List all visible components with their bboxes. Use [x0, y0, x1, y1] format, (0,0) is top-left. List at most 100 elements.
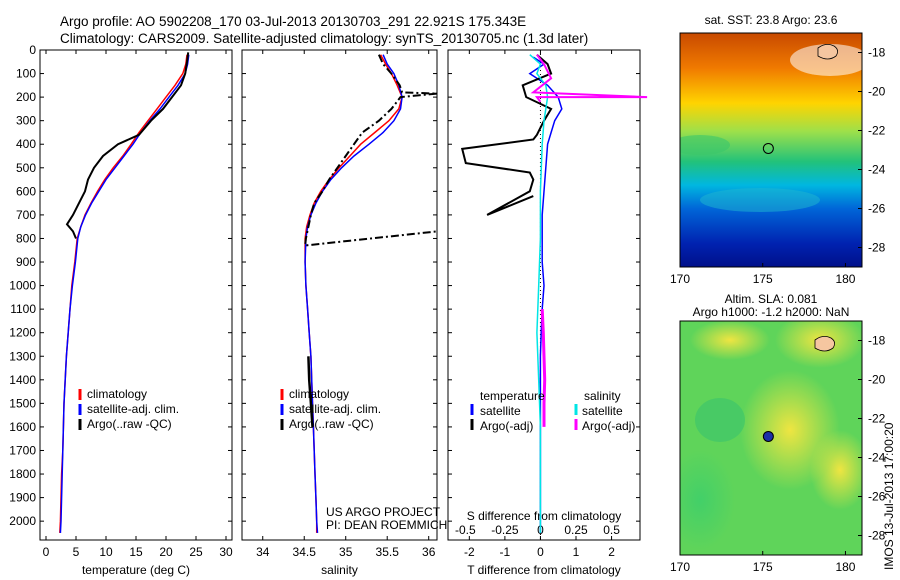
y-tick-label: 1300: [9, 349, 36, 363]
map-y-tick-label: -22: [868, 124, 886, 138]
x-tick-label: 34.5: [293, 545, 317, 559]
map-y-tick-label: -18: [868, 334, 886, 348]
y-tick-label: 2000: [9, 514, 36, 528]
imos-timestamp: IMOS 13-Jul-2013 17:00:20: [882, 422, 896, 570]
map-y-tick-label: -18: [868, 46, 886, 60]
y-tick-label: 200: [16, 90, 36, 104]
project-annotation: US ARGO PROJECT: [326, 505, 441, 519]
legend-entry: Argo(..raw -QC): [289, 417, 374, 431]
sla-map-title: Altim. SLA: 0.081: [725, 292, 818, 306]
x-axis-label: salinity: [321, 563, 358, 577]
sst-map-ticks: 170 175 180 -18 -20 -22 -24 -26 -28: [670, 46, 886, 287]
sla-dark-green-patch: [695, 398, 745, 442]
series-climatology: [304, 54, 403, 533]
x-tick-label: 34: [256, 545, 270, 559]
sla-yellow-patch-4: [810, 430, 862, 510]
x-tick-label: -2: [464, 545, 475, 559]
y-tick-label: 1800: [9, 467, 36, 481]
sst-map-title: sat. SST: 23.8 Argo: 23.6: [705, 13, 838, 27]
legend-entry: Argo(-adj): [480, 419, 533, 433]
x-tick-label: 36: [422, 545, 436, 559]
sst-argo-marker: [762, 142, 774, 154]
sst-island: [817, 44, 838, 60]
temperature-panel: 0100200300400500600700800900100011001200…: [9, 43, 233, 577]
legend-title-temperature: temperature: [480, 389, 545, 403]
sst-map-frame: [679, 32, 863, 268]
series-satellite-adj-clim-: [304, 54, 403, 533]
x-axis-label: T difference from climatology: [467, 563, 621, 577]
series-argo-raw-qc-: [303, 54, 438, 247]
x-tick-label: 25: [189, 545, 203, 559]
y-tick-label: 1000: [9, 279, 36, 293]
sla-map-subtitle: Argo h1000: -1.2 h2000: NaN: [693, 305, 850, 319]
plot-frame: [447, 49, 641, 541]
legend-entry: satellite-adj. clim.: [87, 402, 179, 416]
y-tick-label: 700: [16, 208, 36, 222]
sst-map-panel: sat. SST: 23.8 Argo: 23.6 170 175 180 -18 -2…: [670, 13, 886, 286]
x-tick-label: 5: [73, 545, 80, 559]
argo-position-circle: [762, 142, 774, 154]
x2-tick-label: 0.5: [603, 523, 620, 537]
x-tick-label: 30: [219, 545, 233, 559]
legend-entry: satellite-adj. clim.: [289, 402, 381, 416]
y-tick-label: 500: [16, 161, 36, 175]
legend-entry: satellite: [480, 404, 521, 418]
y-tick-label: 1500: [9, 396, 36, 410]
sst-green-patch: [680, 135, 730, 155]
sla-green-patch: [680, 450, 735, 550]
map-y-tick-label: -22: [868, 412, 886, 426]
sla-argo-marker: [762, 430, 774, 442]
series-sal-argo-deep: [540, 309, 547, 427]
project-annotation: PI: DEAN ROEMMICH: [326, 518, 447, 532]
x-axis-label: temperature (deg C): [82, 563, 190, 577]
legend-title-salinity: salinity: [584, 389, 621, 403]
y-tick-label: 600: [16, 184, 36, 198]
sla-map-frame: [679, 320, 863, 556]
x2-tick-label: -0.25: [491, 523, 519, 537]
map-x-tick-label: 170: [670, 272, 690, 286]
map-y-tick-label: -26: [868, 202, 886, 216]
y-tick-label: 300: [16, 114, 36, 128]
series-sal-argo: [530, 54, 648, 103]
y-tick-label: 1900: [9, 491, 36, 505]
y-tick-label: 0: [29, 43, 36, 57]
map-y-tick-label: -26: [868, 490, 886, 504]
x-tick-label: 0: [43, 545, 50, 559]
map-y-tick-label: -24: [868, 163, 886, 177]
sla-map-panel: Altim. SLA: 0.081 Argo h1000: -1.2 h2000…: [670, 292, 886, 575]
map-y-tick-label: -20: [868, 373, 886, 387]
sla-map-ticks: 170 175 180 -18 -20 -22 -24 -26 -28: [670, 334, 886, 575]
series-temp-argo: [460, 53, 553, 216]
y-tick-label: 400: [16, 137, 36, 151]
y-tick-label: 1100: [10, 302, 36, 316]
x2-axis-label: S difference from climatology: [467, 509, 622, 523]
y-tick-label: 1400: [9, 373, 36, 387]
map-y-tick-label: -24: [868, 451, 886, 465]
map-x-tick-label: 180: [835, 272, 855, 286]
salinity-panel: 34 34.5 35 35.5 36 salinity climatologysatelli…: [241, 49, 447, 577]
difference-panel: -2 -1 0 1 2 T difference from climatology -0.5…: [447, 49, 648, 577]
legend: temperature salinitysatelliteArgo(-adj)sa…: [470, 389, 635, 433]
sst-cloud-patch: [790, 44, 862, 76]
x-tick-label: -1: [500, 545, 511, 559]
x2-tick-label: 0.25: [564, 523, 588, 537]
header-line-1: Argo profile: AO 5902208_170 03-Jul-2013…: [60, 14, 526, 29]
map-y-tick-label: -28: [868, 241, 886, 255]
y-tick-label: 900: [16, 255, 36, 269]
header-line-2: Climatology: CARS2009. Satellite-adjuste…: [60, 31, 588, 46]
series-climatology: [59, 54, 188, 533]
map-y-tick-label: -20: [868, 85, 886, 99]
x-tick-label: 35.5: [376, 545, 400, 559]
series-sal-satellite: [529, 54, 549, 533]
argo-position-circle: [762, 430, 774, 442]
x-tick-label: 20: [159, 545, 173, 559]
map-y-tick-label: -28: [868, 529, 886, 543]
y-tick-label: 100: [16, 67, 36, 81]
x-tick-label: 1: [573, 545, 580, 559]
series-temp-satellite: [528, 56, 563, 533]
y-tick-label: 1200: [9, 326, 36, 340]
x-tick-label: 35: [339, 545, 353, 559]
y-tick-label: 1600: [9, 420, 36, 434]
